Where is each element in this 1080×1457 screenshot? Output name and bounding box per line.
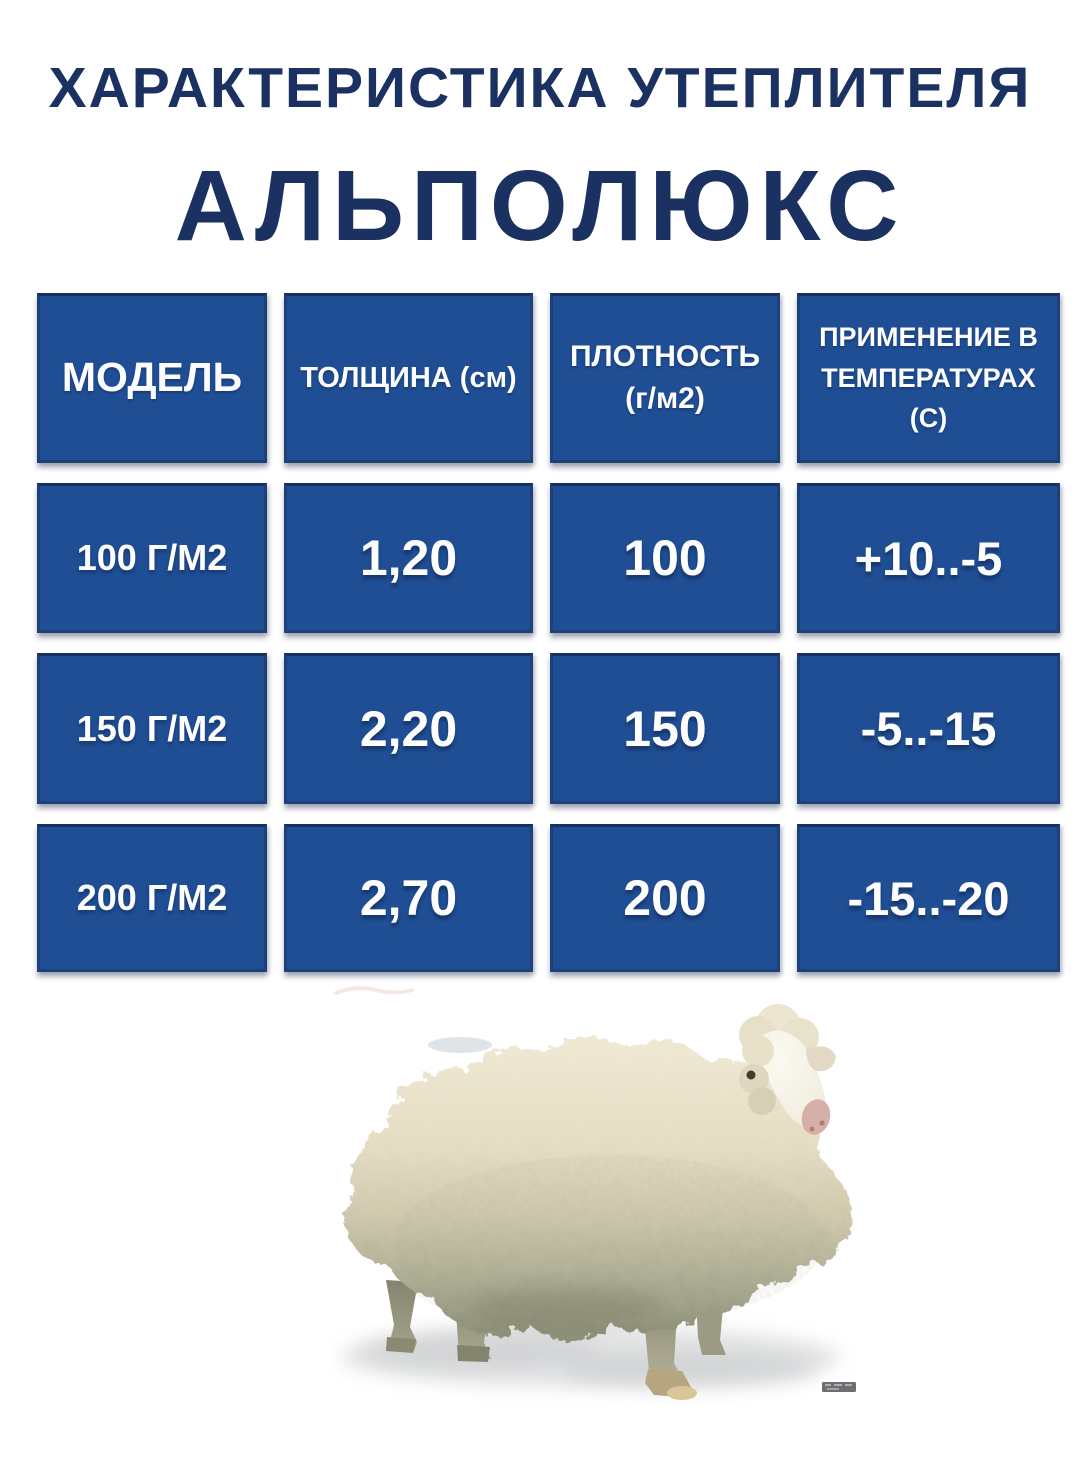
row0-thickness-cell: 1,20 bbox=[284, 483, 533, 633]
watermark-smudge bbox=[822, 1382, 856, 1392]
sheep-eye bbox=[746, 1070, 756, 1080]
sheep-image bbox=[334, 986, 856, 1400]
header-cell-model: МОДЕЛЬ bbox=[37, 293, 267, 463]
row1-thickness-cell: 2,20 bbox=[284, 653, 533, 804]
header-cell-thickness: ТОЛЩИНА (см) bbox=[284, 293, 533, 463]
row2-thickness-cell: 2,70 bbox=[284, 824, 533, 972]
row2-model-cell: 200 Г/М2 bbox=[37, 824, 267, 972]
spec-table: МОДЕЛЬ ТОЛЩИНА (см) ПЛОТНОСТЬ (г/м2) ПРИ… bbox=[37, 293, 1060, 972]
photo-artifact bbox=[334, 986, 414, 995]
sheep-head bbox=[739, 1004, 836, 1135]
row1-density-cell: 150 bbox=[550, 653, 780, 804]
row1-model-cell: 150 Г/М2 bbox=[37, 653, 267, 804]
row2-density-cell: 200 bbox=[550, 824, 780, 972]
page-title: ХАРАКТЕРИСТИКА УТЕПЛИТЕЛЯ bbox=[48, 56, 1032, 120]
sheep-ear bbox=[806, 1046, 836, 1072]
row0-model-cell: 100 Г/М2 bbox=[37, 483, 267, 633]
header-cell-temperature: ПРИМЕНЕНИЕ В ТЕМПЕРАТУРАХ (С) bbox=[797, 293, 1060, 463]
header-cell-density: ПЛОТНОСТЬ (г/м2) bbox=[550, 293, 780, 463]
product-name: АЛЬПОЛЮКС bbox=[174, 150, 906, 262]
row0-temperature-cell: +10..-5 bbox=[797, 483, 1060, 633]
row0-density-cell: 100 bbox=[550, 483, 780, 633]
row1-temperature-cell: -5..-15 bbox=[797, 653, 1060, 804]
row2-temperature-cell: -15..-20 bbox=[797, 824, 1060, 972]
sheep-nose bbox=[801, 1099, 831, 1135]
